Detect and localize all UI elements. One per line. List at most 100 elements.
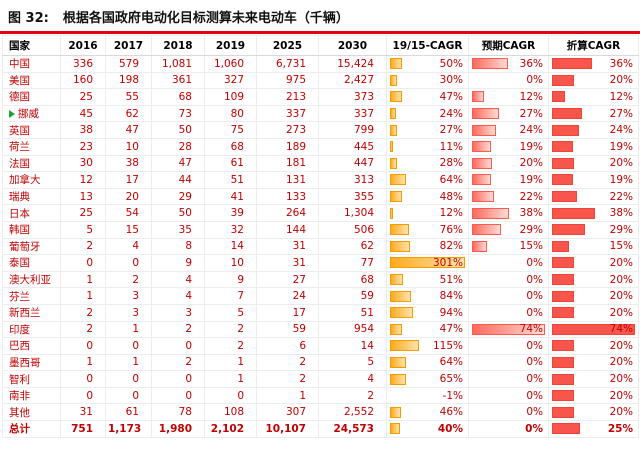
- cagr-value: 20%: [609, 157, 633, 170]
- value-cell: 29: [151, 187, 205, 206]
- cagr-value: 48%: [439, 190, 463, 203]
- value-cell: 13: [60, 187, 106, 206]
- value-cell: 2: [60, 303, 106, 322]
- value-cell: 0: [204, 386, 257, 405]
- data-bar: [472, 207, 510, 219]
- country-cell: 南非: [2, 386, 61, 405]
- cagr-value: 12%: [439, 207, 463, 220]
- cagr-19-15-cell: 115%: [386, 337, 469, 355]
- value-cell: 3: [105, 287, 152, 305]
- cagr-19-15-cell: 65%: [386, 370, 469, 388]
- data-bar: [552, 108, 583, 120]
- data-bar: [390, 157, 397, 169]
- country-label: 日本: [9, 207, 30, 220]
- cagr-value: 19%: [609, 173, 633, 186]
- cagr-19-15-cell: 11%: [386, 137, 469, 156]
- country-label: 葡萄牙: [9, 240, 41, 253]
- data-bar: [552, 74, 575, 86]
- cagr-value: 22%: [609, 190, 633, 203]
- data-bar: [472, 141, 491, 153]
- cagr-value: 0%: [526, 273, 543, 286]
- country-cell: 美国: [2, 71, 61, 90]
- country-label: 其他: [9, 406, 30, 419]
- cagr-value: 15%: [609, 240, 633, 253]
- data-bar: [552, 257, 575, 269]
- cagr-19-15-cell: 51%: [386, 270, 469, 289]
- data-bar: [552, 124, 579, 136]
- value-cell: 2: [151, 353, 205, 372]
- value-cell: 0: [60, 337, 106, 355]
- table-row: 德国 25 55 68 109 213 373 47% 12% 12%: [2, 88, 639, 106]
- cagr-19-15-cell: 24%: [386, 104, 469, 123]
- cagr-value: 27%: [439, 124, 463, 137]
- value-cell: 2: [204, 337, 257, 355]
- value-cell: 6: [256, 337, 319, 355]
- value-cell: 2: [151, 320, 205, 339]
- converted-cagr-cell: 20%: [548, 254, 639, 272]
- value-cell: 2,552: [318, 403, 387, 422]
- expected-cagr-cell: 0%: [468, 386, 549, 405]
- expected-cagr-cell: 22%: [468, 187, 549, 206]
- cagr-value: 25%: [607, 422, 633, 435]
- data-bar: [390, 406, 402, 418]
- table-row: 瑞典 13 20 29 41 133 355 48% 22% 22%: [2, 187, 639, 206]
- expected-cagr-cell: 24%: [468, 121, 549, 139]
- value-cell: 751: [60, 420, 106, 438]
- value-cell: 10: [204, 254, 257, 272]
- converted-cagr-cell: 36%: [548, 55, 639, 73]
- cagr-value: 27%: [609, 107, 633, 120]
- converted-cagr-cell: 19%: [548, 171, 639, 189]
- country-cell: 挪威: [2, 104, 61, 123]
- value-cell: 39: [204, 204, 257, 222]
- value-cell: 109: [204, 88, 257, 106]
- cagr-value: 47%: [439, 323, 463, 336]
- data-bar: [390, 141, 393, 153]
- data-bar: [390, 257, 465, 269]
- cagr-value: 0%: [526, 373, 543, 386]
- value-cell: 17: [256, 303, 319, 322]
- table-row: 葡萄牙 2 4 8 14 31 62 82% 15% 15%: [2, 237, 639, 256]
- country-cell: 新西兰: [2, 303, 61, 322]
- country-cell: 日本: [2, 204, 61, 222]
- country-cell: 韩国: [2, 220, 61, 239]
- value-cell: 24: [256, 287, 319, 305]
- country-cell: 印度: [2, 320, 61, 339]
- cagr-value: 47%: [439, 90, 463, 103]
- value-cell: 54: [105, 204, 152, 222]
- value-cell: 133: [256, 187, 319, 206]
- value-cell: 1: [60, 287, 106, 305]
- value-cell: 41: [204, 187, 257, 206]
- expected-cagr-cell: 29%: [468, 220, 549, 239]
- value-cell: 0: [105, 370, 152, 388]
- table-header-row: 国家 2016 2017 2018 2019 2025 2030 19/15-C…: [2, 35, 639, 56]
- cagr-value: 0%: [526, 306, 543, 319]
- value-cell: 1,980: [151, 420, 205, 438]
- value-cell: 2,427: [318, 71, 387, 90]
- cagr-value: 65%: [439, 373, 463, 386]
- data-bar: [390, 191, 402, 203]
- value-cell: 59: [318, 287, 387, 305]
- cagr-value: 19%: [609, 140, 633, 153]
- converted-cagr-cell: 38%: [548, 204, 639, 222]
- value-cell: 264: [256, 204, 319, 222]
- value-cell: 337: [256, 104, 319, 123]
- converted-cagr-cell: 20%: [548, 154, 639, 173]
- converted-cagr-cell: 15%: [548, 237, 639, 256]
- cagr-value: 0%: [525, 422, 543, 435]
- table-row: 法国 30 38 47 61 181 447 28% 20% 20%: [2, 154, 639, 173]
- country-label: 芬兰: [9, 290, 30, 303]
- value-cell: 68: [204, 137, 257, 156]
- value-cell: 1,060: [204, 55, 257, 73]
- col-header-converted-cagr: 折算CAGR: [548, 35, 639, 56]
- value-cell: 160: [60, 71, 106, 90]
- table-row: 泰国 0 0 9 10 31 77 301% 0% 20%: [2, 254, 639, 272]
- value-cell: 2,102: [204, 420, 257, 438]
- cagr-value: 24%: [609, 124, 633, 137]
- data-bar: [552, 373, 575, 385]
- data-bar: [472, 157, 492, 169]
- expected-cagr-cell: 0%: [468, 403, 549, 422]
- value-cell: 2: [318, 386, 387, 405]
- country-cell: 德国: [2, 88, 61, 106]
- col-header-2017: 2017: [105, 35, 152, 56]
- country-cell: 智利: [2, 370, 61, 388]
